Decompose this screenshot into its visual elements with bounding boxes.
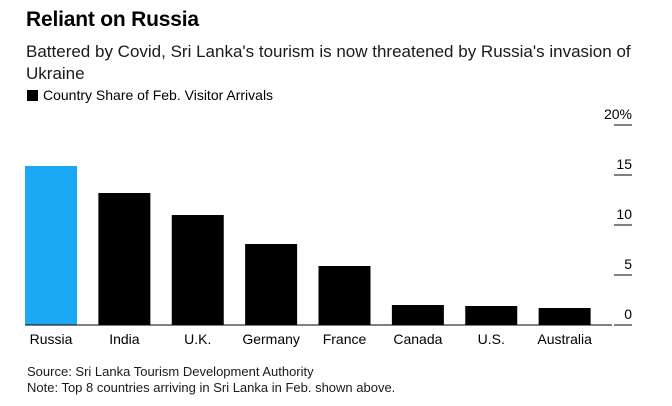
x-tick-label: Canada (393, 331, 442, 347)
y-tick-label: 20% (604, 106, 632, 122)
y-tick-label: 0 (624, 306, 632, 322)
bar-india (98, 193, 151, 325)
legend: Country Share of Feb. Visitor Arrivals (27, 87, 273, 103)
legend-label: Country Share of Feb. Visitor Arrivals (43, 87, 274, 103)
x-tick-label: Russia (30, 331, 73, 347)
x-tick-label: Australia (537, 331, 592, 347)
y-tick-label: 5 (624, 256, 632, 272)
bar-france (318, 266, 371, 325)
bar-canada (391, 305, 444, 325)
bar-germany (245, 244, 298, 325)
bar-uk (171, 215, 224, 325)
source-note: Source: Sri Lanka Tourism Development Au… (27, 364, 314, 379)
footnote: Note: Top 8 countries arriving in Sri La… (27, 380, 396, 395)
x-tick-label: U.K. (184, 331, 211, 347)
bar-russia (25, 166, 77, 325)
legend-swatch (27, 89, 38, 101)
x-tick-label: U.S. (478, 331, 505, 347)
chart-subtitle: Battered by Covid, Sri Lanka's tourism i… (26, 42, 631, 83)
x-tick-label: India (109, 331, 140, 347)
bar-australia (538, 308, 591, 325)
chart-title: Reliant on Russia (26, 8, 199, 31)
x-tick-label: Germany (242, 331, 300, 347)
x-tick-label: France (323, 331, 367, 347)
y-tick-label: 10 (616, 206, 632, 222)
bar-us (465, 306, 518, 325)
y-tick-label: 15 (616, 156, 632, 172)
